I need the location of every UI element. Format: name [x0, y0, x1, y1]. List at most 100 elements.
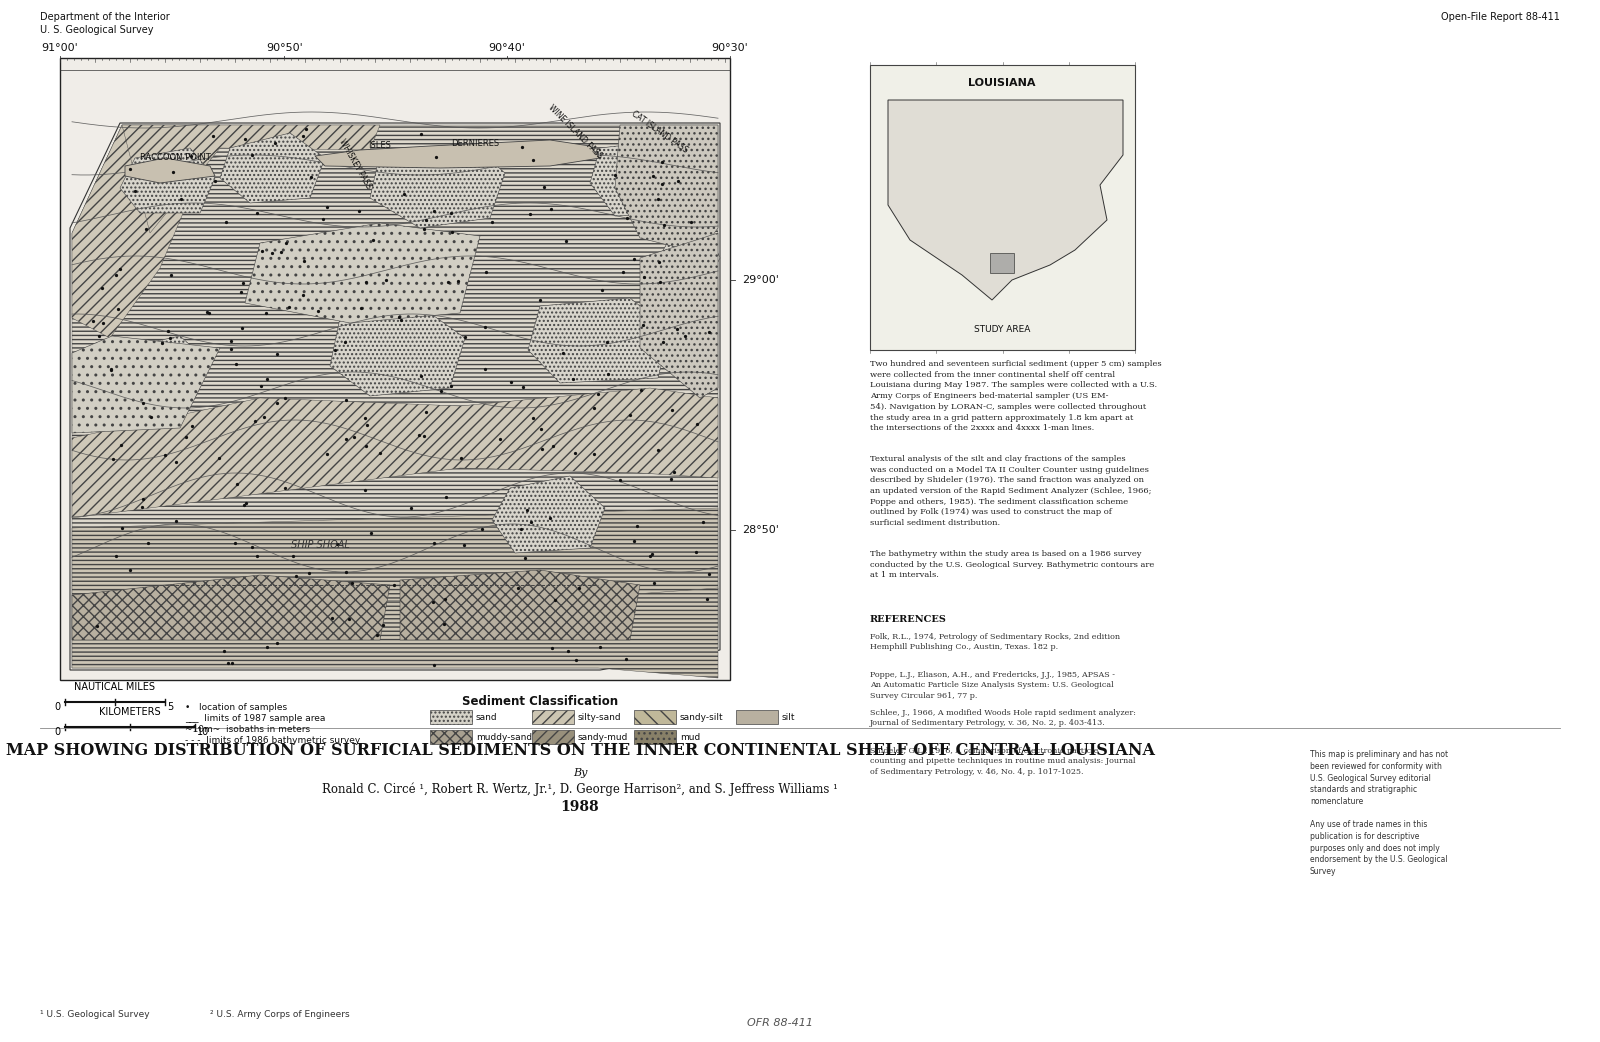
Point — [179, 418, 205, 435]
Point — [90, 279, 115, 296]
Point — [250, 243, 275, 259]
Point — [638, 546, 664, 563]
Point — [651, 333, 677, 350]
Point — [613, 651, 638, 668]
Point — [80, 313, 106, 329]
Point — [122, 182, 147, 199]
Point — [520, 410, 546, 426]
Point — [640, 168, 666, 184]
Point — [227, 283, 253, 300]
Point — [178, 148, 203, 165]
Point — [336, 611, 362, 627]
Point — [280, 548, 306, 565]
Point — [195, 303, 221, 320]
Point — [438, 205, 464, 222]
Bar — [61, 58, 730, 680]
Point — [432, 591, 458, 607]
Point — [322, 342, 347, 358]
Point — [421, 594, 446, 611]
Point — [323, 536, 349, 552]
Point — [352, 410, 378, 426]
Point — [659, 401, 685, 418]
Point — [354, 274, 379, 291]
Point — [219, 341, 245, 357]
Point — [157, 329, 182, 346]
Point — [526, 292, 552, 308]
Point — [650, 175, 675, 192]
Point — [320, 610, 346, 626]
Polygon shape — [72, 508, 718, 648]
Point — [659, 470, 685, 487]
Bar — [430, 710, 472, 724]
Polygon shape — [72, 336, 221, 433]
Point — [696, 566, 722, 582]
Point — [586, 386, 611, 402]
Point — [685, 416, 710, 432]
Point — [509, 521, 534, 538]
Point — [563, 651, 589, 668]
Point — [240, 146, 266, 163]
Polygon shape — [614, 125, 718, 253]
Point — [291, 252, 317, 269]
Polygon shape — [370, 143, 506, 228]
Point — [101, 450, 126, 467]
Text: ² U.S. Army Corps of Engineers: ² U.S. Army Corps of Engineers — [210, 1010, 350, 1019]
Point — [130, 499, 155, 516]
Polygon shape — [528, 298, 670, 383]
Text: OFR 88-411: OFR 88-411 — [747, 1018, 813, 1028]
Point — [158, 267, 184, 283]
Point — [472, 361, 498, 377]
Polygon shape — [656, 230, 720, 288]
Text: Two hundred and seventeen surficial sediment (upper 5 cm) samples
were collected: Two hundred and seventeen surficial sedi… — [870, 359, 1162, 432]
Polygon shape — [120, 148, 214, 213]
Text: Schlee, J., 1966, A modified Woods Hole rapid sediment analyzer:
Journal of Sedi: Schlee, J., 1966, A modified Woods Hole … — [870, 709, 1136, 727]
Text: ISLES: ISLES — [368, 141, 392, 150]
Text: U. S. Geological Survey: U. S. Geological Survey — [40, 25, 154, 35]
Text: MAP SHOWING DISTRIBUTION OF SURFICIAL SEDIMENTS ON THE INNER CONTINENTAL SHELF O: MAP SHOWING DISTRIBUTION OF SURFICIAL SE… — [5, 742, 1155, 759]
Point — [541, 438, 566, 454]
Point — [155, 323, 181, 340]
Text: NAUTICAL MILES: NAUTICAL MILES — [75, 683, 155, 692]
Point — [86, 328, 112, 345]
Bar — [634, 730, 675, 744]
Point — [637, 548, 662, 565]
Point — [424, 149, 450, 166]
Point — [277, 299, 302, 316]
Text: CAT ISLAND PASS: CAT ISLAND PASS — [630, 109, 690, 155]
Polygon shape — [590, 140, 706, 216]
Point — [387, 312, 413, 328]
Point — [530, 441, 555, 457]
Point — [293, 120, 318, 137]
Point — [398, 499, 424, 516]
Point — [630, 317, 656, 333]
Point — [163, 453, 189, 470]
Point — [333, 392, 358, 408]
Text: 29°00': 29°00' — [742, 275, 779, 286]
Point — [683, 543, 709, 560]
Point — [240, 539, 266, 555]
Point — [554, 233, 579, 250]
Point — [690, 514, 715, 530]
Bar — [870, 65, 1134, 350]
Point — [563, 445, 589, 462]
Point — [587, 639, 613, 655]
Text: This map is preliminary and has not
been reviewed for conformity with
U.S. Geolo: This map is preliminary and has not been… — [1310, 750, 1448, 807]
Point — [651, 216, 677, 232]
Text: Open-File Report 88-411: Open-File Report 88-411 — [1442, 13, 1560, 22]
Point — [211, 642, 237, 659]
Point — [130, 394, 155, 411]
Point — [259, 245, 285, 262]
Text: 90°40': 90°40' — [488, 43, 525, 53]
Polygon shape — [400, 570, 640, 640]
Point — [373, 271, 398, 288]
Point — [264, 395, 290, 412]
Polygon shape — [888, 100, 1123, 300]
Point — [290, 287, 315, 303]
Point — [661, 464, 686, 480]
Point — [672, 327, 698, 344]
Point — [421, 203, 446, 220]
Point — [542, 591, 568, 607]
Text: LOUISIANA: LOUISIANA — [968, 78, 1035, 88]
Point — [528, 420, 554, 437]
Point — [486, 430, 512, 447]
